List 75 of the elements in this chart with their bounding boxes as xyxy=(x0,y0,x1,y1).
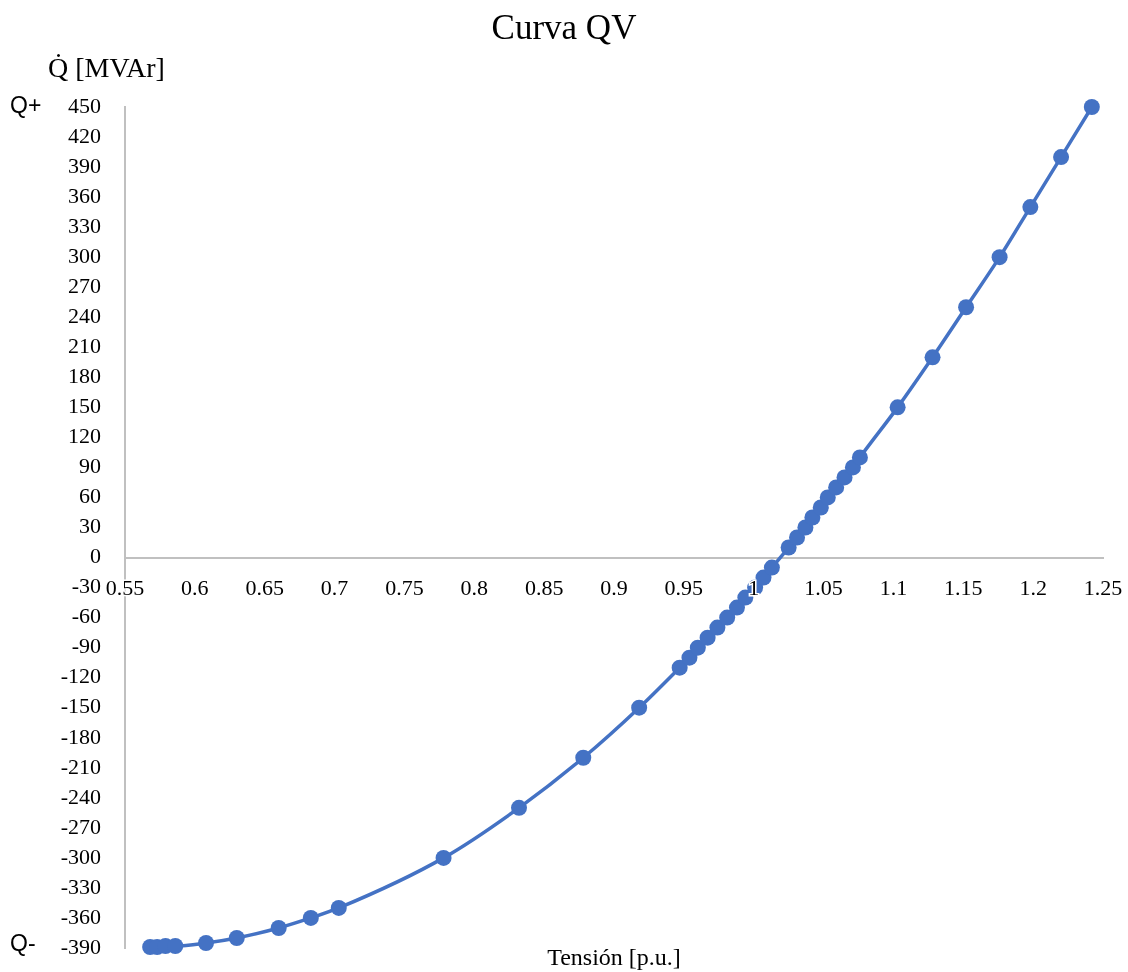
x-tick-label: 0.75 xyxy=(385,574,424,600)
y-axis-title: Q̇ [MVAr] xyxy=(48,52,165,83)
y-tick-label: 210 xyxy=(68,333,101,359)
x-tick-label: 0.8 xyxy=(460,574,489,600)
point xyxy=(958,299,975,316)
y-tick-label: 300 xyxy=(68,242,101,268)
y-tick-label: 0 xyxy=(90,543,101,569)
x-tick-label: 0.65 xyxy=(245,574,284,600)
point xyxy=(198,934,215,951)
y-tick-label: -360 xyxy=(60,903,101,929)
x-tick-label: 0.7 xyxy=(320,574,349,600)
y-tick-label: 150 xyxy=(68,393,101,419)
x-tick-label: 0.95 xyxy=(664,574,704,600)
point xyxy=(302,909,319,926)
y-tick-label: 390 xyxy=(68,152,101,178)
y-tick-label: -210 xyxy=(60,753,101,779)
point xyxy=(510,799,527,816)
point xyxy=(763,559,780,576)
y-tick-label: -30 xyxy=(71,573,101,599)
point xyxy=(699,629,716,646)
x-tick-label: 0.9 xyxy=(600,574,628,600)
point xyxy=(728,599,745,616)
point xyxy=(631,699,648,716)
x-tick-label: 1.1 xyxy=(879,574,908,600)
y-tick-label: 60 xyxy=(79,483,101,509)
y-tick-label: -330 xyxy=(60,873,101,899)
y-tick-label: -390 xyxy=(60,933,101,959)
x-tick-label: 1.05 xyxy=(804,574,843,600)
point xyxy=(671,659,688,676)
y-tick-label: -60 xyxy=(71,603,101,629)
x-tick-label: 1.25 xyxy=(1083,574,1123,600)
point xyxy=(1022,199,1039,216)
point xyxy=(1053,149,1070,166)
y-tick-label: 450 xyxy=(68,92,101,118)
x-tick-label: 1 xyxy=(748,574,760,600)
y-tick-label: 30 xyxy=(79,513,101,539)
y-tick-label: -300 xyxy=(60,843,101,869)
y-tick-label: -270 xyxy=(60,813,101,839)
y-tick-label: 90 xyxy=(79,453,101,479)
point xyxy=(575,749,592,766)
x-tick-label: 1.15 xyxy=(944,574,983,600)
point xyxy=(1083,99,1100,115)
y-tick-label: 120 xyxy=(68,423,101,449)
chart-title: Curva QV xyxy=(491,8,637,48)
y-tick-label: -180 xyxy=(60,723,101,749)
point xyxy=(228,929,245,946)
x-tick-label: 1.2 xyxy=(1019,574,1047,600)
y-tick-label: -120 xyxy=(60,663,101,689)
y-tick-label: 180 xyxy=(68,363,101,389)
point xyxy=(689,639,706,656)
point xyxy=(270,919,287,936)
point xyxy=(330,899,347,916)
y-tick-label: 420 xyxy=(68,122,101,148)
y-tick-label: -240 xyxy=(60,783,101,809)
y-tick-label: 240 xyxy=(68,303,101,329)
point xyxy=(719,609,736,626)
point xyxy=(435,849,452,866)
point xyxy=(789,529,806,546)
x-tick-label: 0.6 xyxy=(181,574,209,600)
point xyxy=(709,619,726,636)
point xyxy=(889,399,906,416)
x-tick-label: 0.85 xyxy=(524,574,564,600)
y-tick-label: 270 xyxy=(68,273,101,298)
text: Q- xyxy=(10,930,36,957)
point xyxy=(828,479,845,496)
point xyxy=(991,249,1008,266)
x-axis-title: Tensión [p.u.] xyxy=(547,944,681,971)
y-tick-label: 330 xyxy=(68,212,101,238)
point xyxy=(924,349,941,366)
point xyxy=(851,449,868,466)
text: Q+ xyxy=(10,92,42,119)
x-tick-label: 0.55 xyxy=(105,574,145,600)
y-tick-label: -90 xyxy=(71,633,101,659)
y-tick-label: -150 xyxy=(60,693,101,719)
y-tick-label: 360 xyxy=(68,182,101,208)
